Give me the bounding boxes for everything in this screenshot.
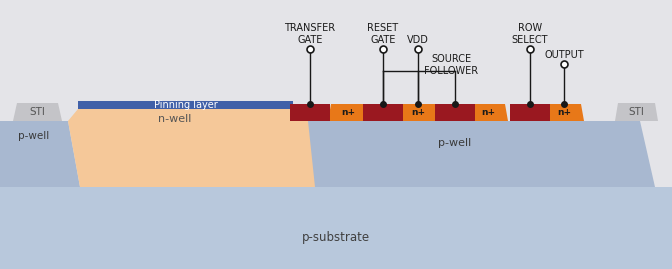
Text: VDD: VDD bbox=[407, 35, 429, 45]
Polygon shape bbox=[328, 104, 368, 121]
Bar bbox=[78, 101, 293, 109]
Text: TRANSFER
GATE: TRANSFER GATE bbox=[284, 23, 335, 45]
Text: ROW
SELECT: ROW SELECT bbox=[512, 23, 548, 45]
Text: SOURCE
FOLLOWER: SOURCE FOLLOWER bbox=[424, 54, 478, 76]
Text: Pinning layer: Pinning layer bbox=[154, 100, 217, 110]
Bar bbox=[435, 104, 475, 121]
Bar bbox=[510, 104, 550, 121]
Text: STI: STI bbox=[628, 107, 644, 117]
Text: STI: STI bbox=[29, 107, 45, 117]
Text: n+: n+ bbox=[557, 108, 571, 117]
Text: n-well: n-well bbox=[159, 114, 192, 124]
Text: p-well: p-well bbox=[18, 131, 50, 141]
Polygon shape bbox=[398, 104, 438, 121]
Text: p-well: p-well bbox=[438, 138, 472, 148]
Text: RESET
GATE: RESET GATE bbox=[368, 23, 398, 45]
Polygon shape bbox=[468, 104, 508, 121]
Text: n+: n+ bbox=[341, 108, 355, 117]
Bar bbox=[290, 104, 330, 121]
Polygon shape bbox=[0, 121, 80, 187]
Polygon shape bbox=[615, 103, 658, 121]
Bar bbox=[363, 104, 403, 121]
Polygon shape bbox=[68, 109, 315, 187]
Text: p-substrate: p-substrate bbox=[302, 231, 370, 243]
Polygon shape bbox=[13, 103, 62, 121]
Text: OUTPUT: OUTPUT bbox=[544, 50, 584, 60]
Text: n+: n+ bbox=[411, 108, 425, 117]
Bar bbox=[0, 187, 672, 269]
Text: n+: n+ bbox=[481, 108, 495, 117]
Polygon shape bbox=[544, 104, 584, 121]
Polygon shape bbox=[295, 121, 655, 187]
